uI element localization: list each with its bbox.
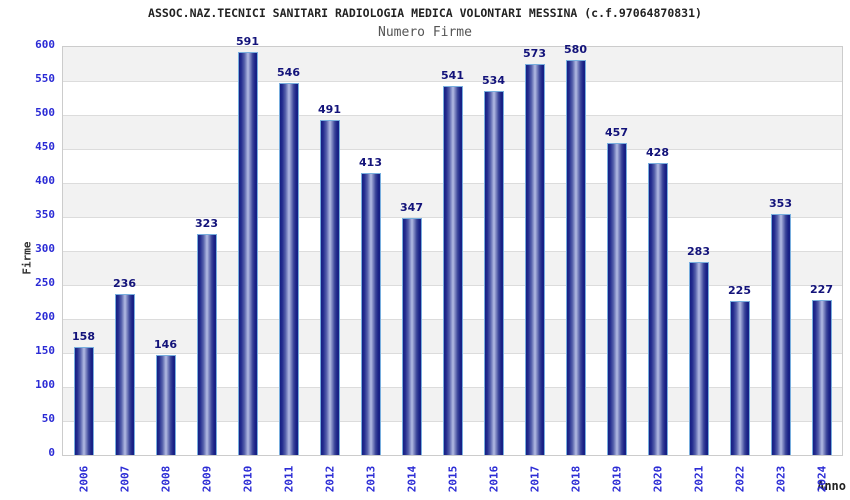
bar-value-label: 457 xyxy=(605,126,628,140)
x-tick-2010: 2010 xyxy=(241,465,254,493)
bar-2011 xyxy=(278,82,299,455)
bar-2022 xyxy=(729,301,750,455)
y-tick-450: 450 xyxy=(35,140,55,153)
bar-value-label: 541 xyxy=(441,69,464,83)
chart-subtitle: Numero Firme xyxy=(378,25,472,40)
bar-value-label: 580 xyxy=(564,42,587,56)
plot-band xyxy=(63,47,842,81)
x-tick-2011: 2011 xyxy=(282,465,295,493)
x-tick-2022: 2022 xyxy=(733,465,746,493)
bar-2014 xyxy=(401,218,422,455)
y-tick-50: 50 xyxy=(41,412,55,425)
bar-value-label: 428 xyxy=(646,145,669,159)
bar-2008 xyxy=(155,354,176,455)
bar-value-label: 283 xyxy=(687,244,710,258)
bar-value-label: 591 xyxy=(236,35,259,49)
bar-2020 xyxy=(647,162,668,455)
bar-value-label: 236 xyxy=(113,276,136,290)
y-tick-300: 300 xyxy=(35,242,55,255)
bar-value-label: 491 xyxy=(318,103,341,117)
y-tick-0: 0 xyxy=(48,446,55,459)
bar-2013 xyxy=(360,173,381,455)
bar-2021 xyxy=(688,261,709,455)
y-tick-400: 400 xyxy=(35,174,55,187)
plot-area xyxy=(62,46,843,456)
bar-value-label: 227 xyxy=(810,282,833,296)
x-tick-2007: 2007 xyxy=(118,465,131,493)
bar-value-label: 534 xyxy=(482,73,505,87)
bar-2016 xyxy=(483,90,504,455)
bar-2007 xyxy=(114,293,135,455)
y-tick-250: 250 xyxy=(35,276,55,289)
bar-2012 xyxy=(319,120,340,455)
bar-value-label: 353 xyxy=(769,196,792,210)
bar-value-label: 158 xyxy=(72,329,95,343)
x-tick-2016: 2016 xyxy=(487,465,500,493)
bar-2018 xyxy=(565,59,586,455)
chart-title: ASSOC.NAZ.TECNICI SANITARI RADIOLOGIA ME… xyxy=(148,6,702,20)
bar-2017 xyxy=(524,64,545,455)
x-tick-2019: 2019 xyxy=(610,465,623,493)
x-axis-label: Anno xyxy=(817,479,846,493)
bar-2015 xyxy=(442,86,463,455)
gridline xyxy=(63,81,842,82)
bar-2010 xyxy=(237,52,258,455)
x-tick-2023: 2023 xyxy=(774,465,787,493)
x-tick-2013: 2013 xyxy=(364,465,377,493)
x-tick-2008: 2008 xyxy=(159,465,172,493)
y-tick-550: 550 xyxy=(35,72,55,85)
bar-2023 xyxy=(770,213,791,455)
x-tick-2015: 2015 xyxy=(446,465,459,493)
y-tick-350: 350 xyxy=(35,208,55,221)
x-tick-2006: 2006 xyxy=(77,465,90,493)
y-tick-200: 200 xyxy=(35,310,55,323)
x-tick-2020: 2020 xyxy=(651,465,664,493)
bar-value-label: 546 xyxy=(277,65,300,79)
bar-value-label: 413 xyxy=(359,156,382,170)
x-tick-2017: 2017 xyxy=(528,465,541,493)
bar-2024 xyxy=(811,299,832,455)
bar-value-label: 323 xyxy=(195,217,218,231)
y-tick-150: 150 xyxy=(35,344,55,357)
bar-value-label: 146 xyxy=(154,337,177,351)
bar-2019 xyxy=(606,143,627,455)
bar-value-label: 347 xyxy=(400,201,423,215)
x-tick-2018: 2018 xyxy=(569,465,582,493)
x-tick-2014: 2014 xyxy=(405,465,418,493)
y-tick-600: 600 xyxy=(35,38,55,51)
bar-value-label: 573 xyxy=(523,47,546,61)
x-tick-2012: 2012 xyxy=(323,465,336,493)
bar-value-label: 225 xyxy=(728,284,751,297)
x-tick-2024: 2024 xyxy=(815,465,828,493)
x-tick-2009: 2009 xyxy=(200,465,213,493)
x-tick-2021: 2021 xyxy=(692,465,705,493)
bar-2006 xyxy=(73,346,94,455)
bar-2009 xyxy=(196,234,217,455)
y-tick-100: 100 xyxy=(35,378,55,391)
y-tick-500: 500 xyxy=(35,106,55,119)
